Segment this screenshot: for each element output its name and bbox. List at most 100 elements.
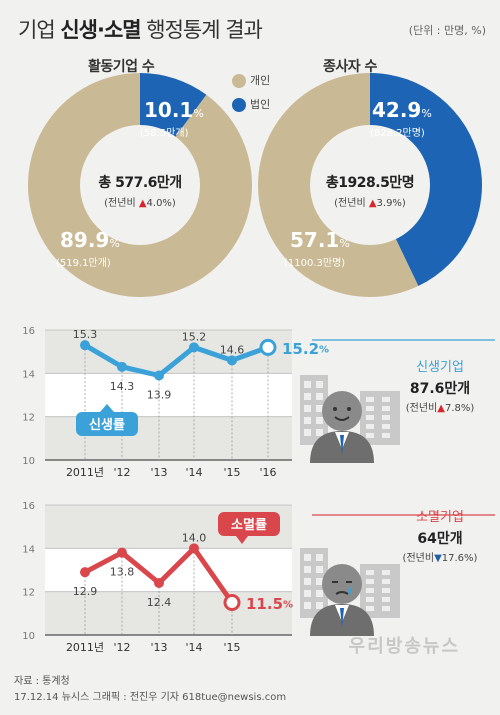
death-point — [189, 543, 199, 554]
birth-value-label: 14.3 — [110, 380, 135, 393]
birth-value-label: 15.2 — [182, 330, 207, 343]
death-xtick-label: '15 — [223, 641, 240, 654]
birth-point — [189, 342, 199, 353]
donut2-ind-pct: 57.1% — [290, 228, 350, 252]
donut2-ind-sub: (1100.3만명) — [284, 258, 346, 269]
donut-title-workers: 종사자 수 — [323, 59, 377, 75]
death-value-label: 14.0 — [182, 531, 207, 544]
birth-badge — [76, 412, 138, 436]
birth-ytick-label: 12 — [22, 413, 35, 424]
death-window — [366, 579, 374, 584]
birth-side-title: 신생기업 — [416, 360, 464, 375]
death-window — [382, 570, 390, 575]
birth-value-label: 15.3 — [73, 328, 98, 341]
birth-point — [80, 340, 90, 351]
death-point — [223, 594, 241, 611]
birth-eye — [333, 407, 337, 411]
birth-point — [227, 355, 237, 366]
death-xtick-label: '14 — [185, 641, 202, 654]
death-mouth — [335, 591, 349, 595]
death-window — [382, 606, 390, 611]
death-window — [316, 578, 323, 585]
death-window — [304, 566, 311, 573]
death-value-label: 12.4 — [147, 596, 172, 609]
birth-xtick-label: 2011년 — [66, 466, 104, 479]
birth-window — [366, 415, 374, 420]
birth-window — [316, 405, 323, 412]
birth-window — [316, 381, 323, 388]
birth-band-a — [45, 373, 292, 417]
donut2-hole — [310, 125, 430, 245]
donut2-corp-pct: 42.9% — [372, 98, 432, 122]
death-ytick-label: 12 — [22, 588, 35, 599]
birth-window — [382, 433, 390, 438]
donut1-change: (전년비 ▲4.0%) — [104, 198, 176, 209]
birth-window — [366, 424, 374, 429]
birth-xtick-label: '16 — [259, 466, 276, 479]
birth-window — [304, 417, 311, 424]
birth-illustration — [300, 375, 400, 463]
death-window — [316, 554, 323, 561]
birth-side-value: 87.6만개 — [409, 381, 471, 397]
death-window — [316, 590, 323, 597]
death-badge-pointer — [236, 536, 248, 544]
death-window — [304, 602, 311, 609]
death-ytick-label: 10 — [22, 631, 35, 642]
birth-point — [117, 361, 127, 372]
birth-tie — [340, 435, 344, 455]
birth-window — [316, 417, 323, 424]
death-value-label: 13.8 — [110, 566, 135, 579]
birth-value-label: 15.2% — [282, 340, 329, 358]
death-xtick-label: '13 — [150, 641, 167, 654]
birth-window — [304, 393, 311, 400]
birth-window — [316, 429, 323, 436]
birth-ytick-label: 10 — [22, 456, 35, 467]
birth-window — [382, 406, 390, 411]
death-ytick-label: 16 — [22, 501, 35, 512]
unit-label: (단위 : 만명, %) — [408, 24, 486, 37]
death-point — [80, 567, 90, 578]
legend-swatch-individual — [232, 74, 246, 88]
death-xtick-label: '12 — [113, 641, 130, 654]
donut2-change: (전년비 ▲3.9%) — [334, 198, 406, 209]
donut1-total: 총 577.6만개 — [98, 175, 182, 191]
death-badge — [218, 512, 280, 536]
birth-window — [366, 433, 374, 438]
death-window — [366, 606, 374, 611]
death-side-change: (전년비▼17.6%) — [402, 553, 478, 564]
credit-text: 17.12.14 뉴시스 그래픽 : 전진우 기자 618tue@newsis.… — [14, 692, 287, 703]
birth-series-line — [83, 343, 269, 378]
death-window — [382, 597, 390, 602]
birth-side-change: (전년비▲7.8%) — [405, 403, 475, 414]
birth-xtick-label: '12 — [113, 466, 130, 479]
birth-point — [154, 370, 164, 381]
death-window — [382, 579, 390, 584]
source-text: 자료 : 통계청 — [14, 676, 70, 687]
birth-window — [304, 429, 311, 436]
birth-xtick-label: '14 — [185, 466, 202, 479]
birth-badge-pointer — [100, 404, 114, 412]
death-window — [316, 566, 323, 573]
death-window — [366, 597, 374, 602]
legend-individual: 개인 — [232, 72, 270, 88]
death-window — [316, 602, 323, 609]
donut1-corp-pct: 10.1% — [144, 98, 204, 122]
birth-window — [382, 415, 390, 420]
death-tear-icon — [348, 586, 352, 595]
death-value-label: 12.9 — [73, 585, 98, 598]
birth-window — [382, 424, 390, 429]
donut-title-companies: 활동기업 수 — [88, 59, 155, 75]
birth-value-label: 14.6 — [220, 343, 245, 356]
donut2-total: 총1928.5만명 — [325, 175, 415, 191]
birth-badge-text: 신생률 — [89, 418, 125, 433]
birth-value-unit: % — [319, 344, 329, 355]
donut1-ind-pct: 89.9% — [60, 228, 120, 252]
birth-eye — [347, 407, 351, 411]
birth-xtick-label: '13 — [150, 466, 167, 479]
death-xtick-label: 2011년 — [66, 641, 104, 654]
death-value-unit: % — [283, 600, 293, 611]
birth-head-icon — [322, 391, 362, 431]
birth-window — [304, 405, 311, 412]
death-point — [117, 547, 127, 558]
